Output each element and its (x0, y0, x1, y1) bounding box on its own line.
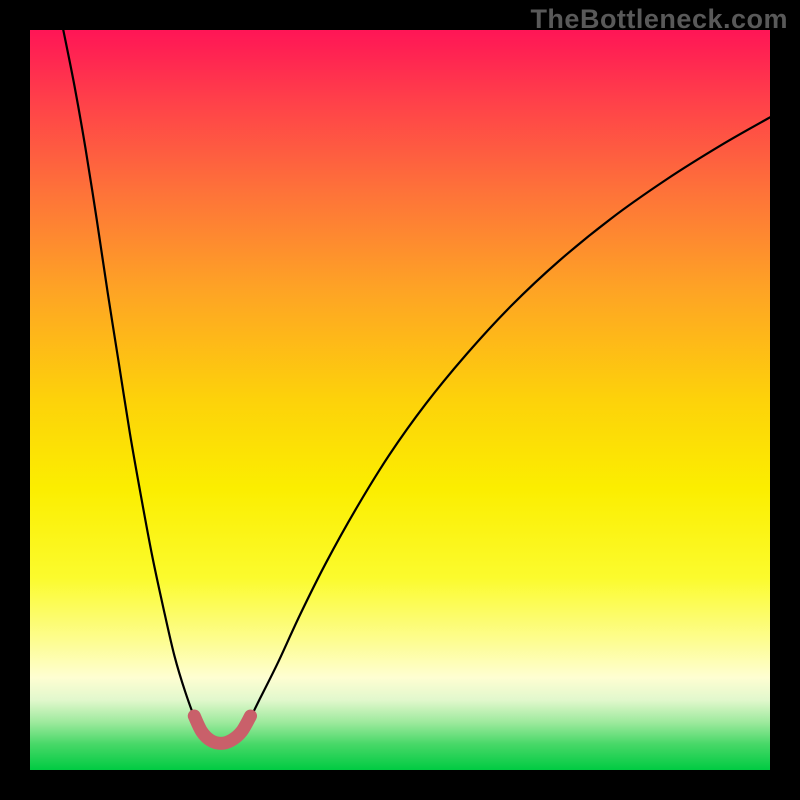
plot-svg (30, 30, 770, 770)
watermark-text: TheBottleneck.com (530, 4, 788, 35)
plot-area (30, 30, 770, 770)
gradient-background (30, 30, 770, 770)
chart-container: TheBottleneck.com (0, 0, 800, 800)
